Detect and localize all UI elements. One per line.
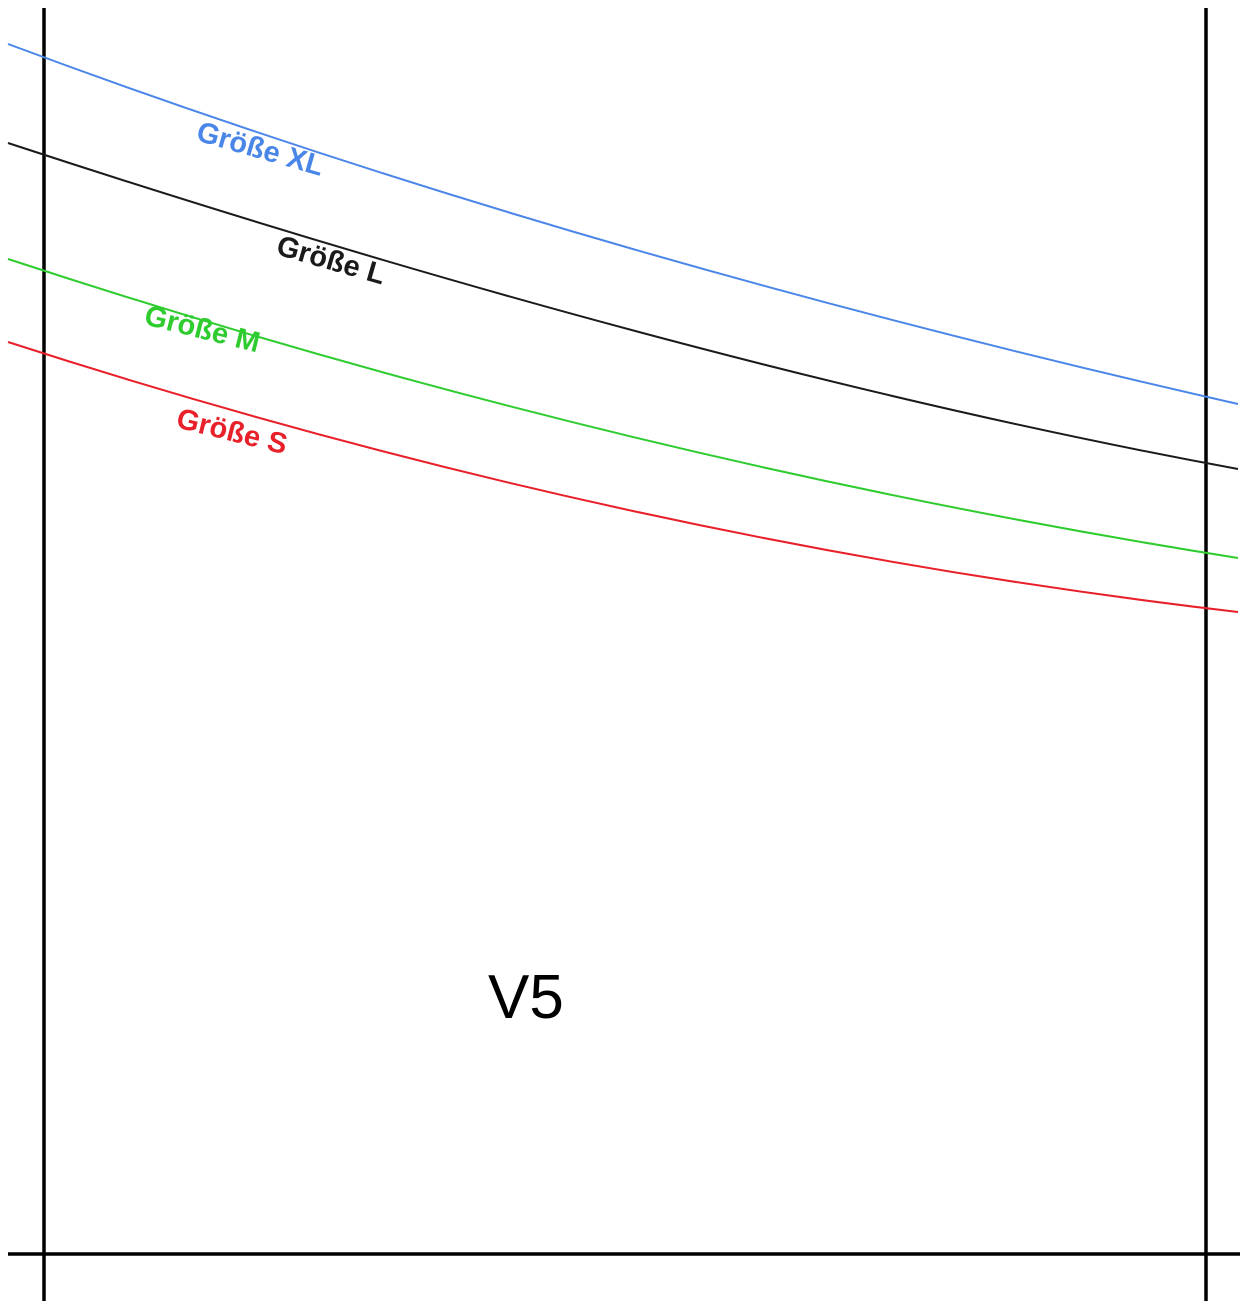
size-line-l: [7, 142, 1239, 470]
size-line-xl: [7, 43, 1239, 405]
piece-label: V5: [488, 963, 564, 1032]
size-line-m: [7, 258, 1239, 559]
size-lines: [7, 43, 1239, 613]
size-labels: Größe XL Größe L Größe M Größe S: [141, 116, 388, 461]
size-label-s: Größe S: [173, 403, 290, 461]
pattern-frame: [8, 8, 1240, 1301]
size-label-l: Größe L: [273, 230, 389, 291]
size-line-s: [7, 341, 1239, 613]
size-label-xl: Größe XL: [193, 116, 327, 183]
size-label-m: Größe M: [141, 300, 263, 360]
